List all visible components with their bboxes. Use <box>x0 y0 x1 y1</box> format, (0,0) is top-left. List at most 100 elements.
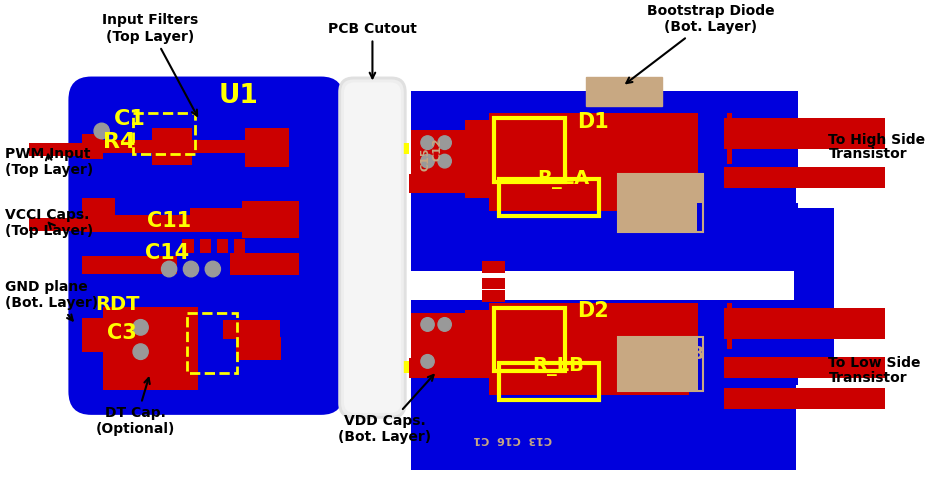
FancyBboxPatch shape <box>338 76 406 419</box>
Text: R_LB: R_LB <box>532 357 583 376</box>
Text: Input Filters
(Top Layer): Input Filters (Top Layer) <box>102 13 198 116</box>
Bar <box>81 318 106 352</box>
Bar <box>481 261 505 273</box>
Bar <box>411 91 796 271</box>
Bar <box>103 307 197 390</box>
Text: To Low Side: To Low Side <box>827 356 920 371</box>
Bar <box>498 313 560 366</box>
FancyBboxPatch shape <box>68 76 344 415</box>
Bar <box>481 278 505 289</box>
Circle shape <box>205 261 220 277</box>
Bar <box>481 290 505 302</box>
Bar <box>493 308 564 371</box>
Text: To High Side: To High Side <box>827 133 925 147</box>
Bar <box>216 239 227 252</box>
Text: D2: D2 <box>576 300 607 321</box>
Bar <box>724 119 885 149</box>
Circle shape <box>437 154 451 168</box>
Text: PWM Input
(Top Layer): PWM Input (Top Layer) <box>5 146 93 177</box>
Bar <box>489 113 731 186</box>
Text: C3: C3 <box>108 323 137 343</box>
Circle shape <box>420 355 433 368</box>
Bar <box>697 303 726 400</box>
Text: DB: DB <box>591 82 619 100</box>
Bar <box>344 143 408 154</box>
Bar <box>408 174 470 193</box>
Bar <box>697 349 754 397</box>
Text: GND plane
(Bot. Layer): GND plane (Bot. Layer) <box>5 280 97 321</box>
Bar <box>183 239 194 252</box>
Bar <box>711 300 793 397</box>
Bar <box>133 113 195 154</box>
Bar <box>411 130 468 183</box>
Bar <box>498 123 560 177</box>
Text: DT Cap.
(Optional): DT Cap. (Optional) <box>96 378 175 436</box>
Circle shape <box>420 136 433 149</box>
Bar <box>28 217 83 231</box>
Bar <box>724 167 885 188</box>
Text: Transistor: Transistor <box>827 371 906 385</box>
Bar <box>199 239 211 252</box>
Bar <box>724 388 885 409</box>
Bar <box>617 337 702 391</box>
Circle shape <box>420 154 433 168</box>
Bar <box>187 313 236 373</box>
Bar <box>411 300 796 470</box>
Text: C15: C15 <box>420 147 431 171</box>
Bar <box>464 120 492 198</box>
Circle shape <box>437 136 451 149</box>
Circle shape <box>94 123 110 139</box>
Text: VDD Caps.
(Bot. Layer): VDD Caps. (Bot. Layer) <box>338 375 433 444</box>
Circle shape <box>161 261 177 277</box>
Bar <box>697 164 754 213</box>
Text: C14: C14 <box>145 243 189 264</box>
Bar <box>489 303 731 376</box>
Bar <box>190 208 261 232</box>
Text: VCCI Caps.
(Top Layer): VCCI Caps. (Top Layer) <box>5 208 93 238</box>
Bar <box>498 179 598 216</box>
Bar <box>81 134 103 159</box>
Text: C13  C16  C1: C13 C16 C1 <box>474 434 552 444</box>
Bar <box>697 113 726 211</box>
Bar <box>242 201 299 238</box>
Bar <box>186 140 257 153</box>
Text: C11: C11 <box>147 211 191 231</box>
Circle shape <box>183 261 198 277</box>
Bar <box>81 256 177 274</box>
Bar <box>233 239 245 252</box>
Bar <box>696 203 797 247</box>
Text: RB: RB <box>677 345 704 362</box>
Bar <box>489 177 688 211</box>
Bar <box>464 310 492 378</box>
Bar <box>223 320 280 339</box>
Text: U1: U1 <box>218 83 258 109</box>
Bar <box>617 337 702 391</box>
FancyBboxPatch shape <box>344 83 401 413</box>
Circle shape <box>437 318 451 331</box>
Bar <box>235 337 281 360</box>
Bar <box>81 215 262 232</box>
Bar <box>411 313 468 376</box>
Text: Bootstrap Diode
(Bot. Layer): Bootstrap Diode (Bot. Layer) <box>625 4 774 83</box>
Bar <box>344 361 408 373</box>
Circle shape <box>133 344 148 360</box>
Text: Transistor: Transistor <box>827 147 906 161</box>
Bar <box>498 363 598 400</box>
Text: C1: C1 <box>114 109 146 129</box>
Text: C12: C12 <box>431 138 442 161</box>
Bar <box>586 76 662 106</box>
Bar <box>696 344 797 385</box>
Text: D1: D1 <box>576 112 607 132</box>
Text: RDT: RDT <box>95 295 139 314</box>
Circle shape <box>133 320 148 335</box>
Circle shape <box>420 318 433 331</box>
Bar <box>617 174 702 232</box>
Bar <box>28 143 83 156</box>
Bar <box>586 76 662 106</box>
Text: PCB Cutout: PCB Cutout <box>328 22 417 78</box>
Bar <box>103 140 159 153</box>
FancyBboxPatch shape <box>341 80 403 416</box>
Bar <box>152 128 192 165</box>
Bar <box>724 357 885 378</box>
Bar <box>493 119 564 181</box>
